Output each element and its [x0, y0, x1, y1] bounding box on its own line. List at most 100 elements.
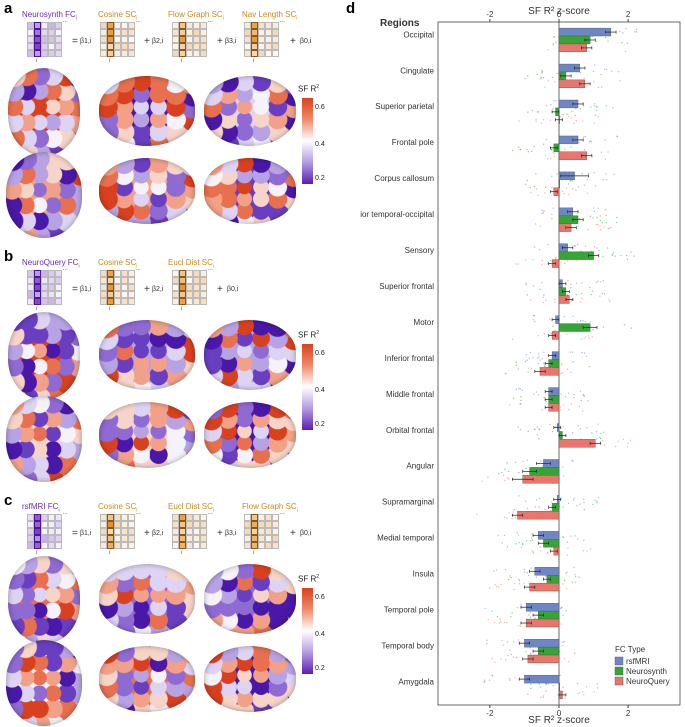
data-point	[559, 174, 561, 176]
data-point	[527, 75, 529, 77]
matrix-cell	[48, 291, 55, 298]
data-point	[535, 606, 537, 608]
matrix-cell	[244, 43, 251, 50]
data-point	[543, 531, 546, 534]
data-point	[581, 282, 583, 284]
matrix-cell	[251, 29, 258, 36]
matrix-cell	[172, 50, 179, 57]
data-point	[602, 178, 605, 181]
data-point	[555, 331, 558, 333]
data-point	[599, 436, 601, 439]
data-point	[558, 321, 560, 324]
matrix-cell	[172, 291, 179, 298]
data-point	[504, 516, 506, 518]
data-point	[559, 696, 561, 698]
data-point	[597, 86, 600, 89]
panel-c-intercept: β0,i	[300, 530, 312, 537]
data-point	[567, 279, 569, 282]
data-point	[540, 460, 542, 462]
data-point	[594, 185, 597, 187]
region-label: Cingulate	[400, 66, 434, 75]
data-point	[529, 616, 532, 618]
data-point	[529, 299, 532, 301]
data-point	[595, 223, 598, 226]
data-point	[525, 283, 528, 286]
data-point	[601, 440, 604, 442]
matrix-cell	[41, 514, 48, 521]
data-point	[542, 76, 545, 79]
matrix-cell	[34, 521, 41, 528]
data-point	[527, 430, 529, 433]
data-point	[567, 502, 570, 505]
data-point	[595, 281, 598, 284]
matrix-cell	[172, 528, 179, 535]
panel-b-fc-label: NeuroQuery FCi	[22, 258, 80, 270]
matrix-cell	[200, 29, 207, 36]
matrix-cell	[27, 528, 34, 535]
data-point	[540, 122, 543, 124]
data-point	[551, 76, 554, 79]
matrix-cell	[128, 298, 135, 305]
data-point	[532, 259, 534, 261]
data-point	[590, 140, 593, 143]
matrix-cell	[27, 535, 34, 542]
data-point	[574, 114, 576, 117]
equals-sign: =	[72, 284, 78, 295]
plus-sign: +	[217, 36, 223, 47]
matrix-cell	[272, 29, 279, 36]
panel-c-sc-label-2: Eucl Dist SCi	[168, 502, 215, 514]
matrix-cell	[186, 298, 193, 305]
data-point	[528, 574, 530, 577]
matrix-cell	[258, 43, 265, 50]
data-point	[584, 245, 587, 247]
matrix-cell	[272, 36, 279, 43]
data-point	[506, 463, 508, 465]
data-point	[561, 179, 564, 181]
data-point	[567, 115, 570, 118]
ventral-brain-view	[6, 396, 82, 482]
matrix-cell	[41, 298, 48, 305]
data-point	[518, 578, 520, 580]
data-point	[512, 511, 515, 513]
matrix-cell	[258, 535, 265, 542]
data-point	[518, 120, 520, 122]
matrix-cell	[107, 22, 114, 29]
data-point	[574, 245, 576, 248]
data-point	[599, 295, 601, 297]
data-point	[617, 440, 620, 442]
data-point	[605, 222, 608, 224]
data-point	[565, 209, 567, 212]
data-point	[506, 477, 509, 479]
data-point	[577, 538, 579, 540]
data-point	[565, 588, 568, 590]
matrix-cell	[128, 521, 135, 528]
data-point	[598, 249, 600, 252]
data-point	[612, 253, 614, 256]
data-point	[597, 423, 599, 425]
data-point	[551, 175, 553, 177]
data-point	[500, 583, 502, 586]
data-point	[608, 300, 611, 303]
data-point	[571, 210, 573, 212]
matrix-cell	[179, 291, 186, 298]
data-point	[567, 67, 570, 69]
data-point	[551, 217, 553, 220]
matrix-cell	[200, 43, 207, 50]
data-point	[561, 106, 564, 108]
data-point	[555, 568, 557, 571]
data-point	[597, 207, 599, 210]
data-point	[527, 693, 529, 695]
matrix-cell	[186, 528, 193, 535]
matrix-cell	[100, 270, 107, 277]
data-point	[577, 70, 579, 72]
data-point	[540, 78, 542, 80]
data-point	[533, 393, 535, 395]
matrix-ellipsis: ...	[280, 510, 286, 516]
data-point	[629, 439, 632, 442]
region-label: Orbital frontal	[386, 426, 434, 435]
data-point	[605, 173, 607, 175]
matrix-cell	[128, 542, 135, 549]
matrix-cell	[121, 43, 128, 50]
data-point	[572, 499, 575, 501]
matrix-cell	[114, 535, 121, 542]
